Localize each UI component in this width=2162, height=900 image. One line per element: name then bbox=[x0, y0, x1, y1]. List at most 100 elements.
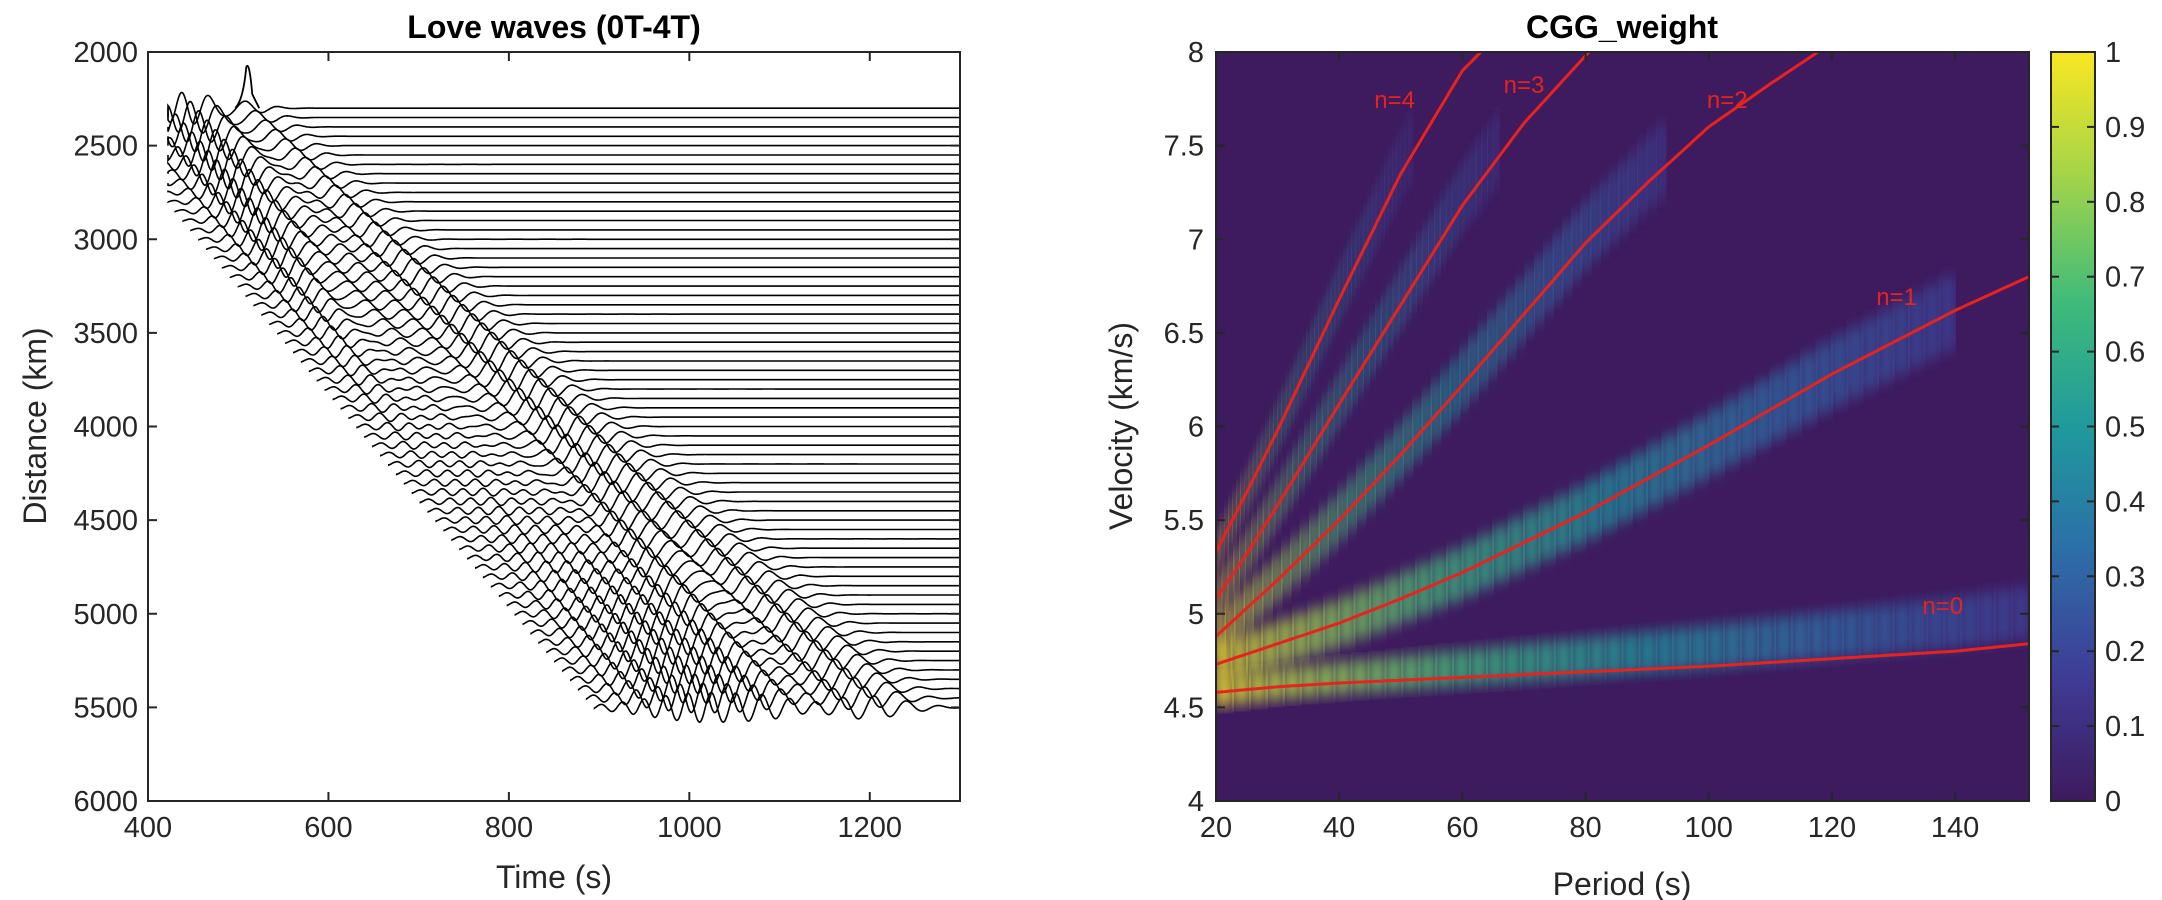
energy-band-segment bbox=[1318, 299, 1323, 368]
energy-band-segment bbox=[1310, 318, 1315, 385]
right-y-tick-label: 8 bbox=[1188, 37, 1204, 69]
energy-band-segment bbox=[1646, 128, 1657, 212]
energy-band-segment bbox=[1825, 610, 1843, 659]
colorbar-tick-label: 0.3 bbox=[2105, 561, 2145, 593]
seismogram-trace bbox=[356, 415, 960, 439]
left-y-tick-label: 2000 bbox=[73, 37, 138, 69]
energy-band-segment bbox=[1554, 639, 1572, 680]
energy-band-segment bbox=[1503, 644, 1521, 683]
left-y-tick-label: 2500 bbox=[73, 131, 138, 163]
energy-band-segment bbox=[1363, 200, 1368, 276]
energy-band-segment bbox=[1428, 210, 1435, 287]
energy-band-segment bbox=[1351, 340, 1358, 408]
colorbar: 0 0.1 0.2 0.3 0.4 0.5 0.6 0.7 0.8 0.9 1 bbox=[2050, 37, 2145, 818]
energy-band-segment bbox=[1330, 271, 1336, 342]
seismogram-trace bbox=[237, 276, 960, 296]
energy-band-segment bbox=[1368, 657, 1386, 693]
energy-band-segment bbox=[1404, 114, 1409, 195]
seismogram-panel: Love waves (0T-4T) 400 600 800 1000 1200 2000… bbox=[17, 9, 961, 895]
energy-band-segment bbox=[1319, 503, 1329, 563]
colorbar-tick-label: 0.6 bbox=[2105, 337, 2145, 369]
colorbar-tick-label: 0.2 bbox=[2105, 636, 2145, 668]
energy-band-segment bbox=[1351, 227, 1356, 300]
right-axes: 20 40 60 80 100 120 140 4 4.5 5 5.5 6 6.5 7 7.5 8 bbox=[1164, 37, 2029, 844]
colorbar-tick-label: 0.4 bbox=[2105, 486, 2145, 518]
energy-band-segment bbox=[1537, 640, 1555, 681]
energy-band-segment bbox=[1335, 262, 1340, 333]
left-x-axis-label: Time (s) bbox=[496, 859, 612, 895]
energy-band-segment bbox=[1298, 432, 1305, 494]
energy-band-segment bbox=[1316, 401, 1323, 465]
colorbar-tick-label: 1 bbox=[2105, 37, 2121, 69]
energy-band-segment bbox=[1294, 355, 1299, 419]
energy-band-segment bbox=[1458, 160, 1464, 240]
energy-band-segment bbox=[1690, 625, 1708, 670]
energy-band-segment bbox=[1628, 147, 1638, 229]
heatmap-energy bbox=[1216, 107, 2029, 707]
seismogram-trace bbox=[411, 480, 960, 504]
energy-band-segment bbox=[1328, 493, 1338, 554]
energy-band-segment bbox=[1402, 654, 1420, 691]
right-x-axis-label: Period (s) bbox=[1553, 866, 1692, 900]
energy-band-segment bbox=[1365, 452, 1376, 515]
energy-band-segment bbox=[1481, 126, 1488, 208]
right-x-tick-label: 140 bbox=[1931, 812, 1979, 844]
energy-band-segment bbox=[1363, 320, 1370, 390]
energy-band-segment bbox=[1343, 244, 1348, 317]
energy-band-segment bbox=[1356, 462, 1366, 525]
colorbar-tick-label: 0.8 bbox=[2105, 187, 2145, 219]
energy-band-segment bbox=[1367, 191, 1373, 267]
energy-band-segment bbox=[1553, 228, 1563, 307]
energy-band-segment bbox=[1995, 588, 2013, 643]
right-y-tick-label: 4.5 bbox=[1164, 692, 1204, 724]
energy-band-segment bbox=[1581, 195, 1591, 275]
energy-band-segment bbox=[1656, 119, 1666, 203]
energy-band-segment bbox=[1384, 155, 1389, 234]
energy-band-segment bbox=[1842, 608, 1860, 658]
mode-curve-n4 bbox=[1216, 52, 1483, 553]
energy-band-segment bbox=[1436, 650, 1454, 688]
energy-band-segment bbox=[1758, 617, 1775, 665]
energy-band-segment bbox=[1588, 635, 1606, 677]
seismogram-trace bbox=[269, 313, 960, 335]
seismogram-trace bbox=[530, 619, 960, 646]
seismogram-trace bbox=[380, 442, 960, 467]
energy-band-segment bbox=[1388, 147, 1393, 226]
energy-band-segment bbox=[1808, 612, 1826, 661]
energy-band-segment bbox=[1266, 668, 1284, 701]
energy-band-segment bbox=[1876, 604, 1894, 655]
seismogram-trace bbox=[245, 285, 960, 306]
energy-band-segment bbox=[1543, 240, 1554, 318]
seismogram-trace bbox=[459, 537, 960, 559]
energy-band-segment bbox=[1487, 308, 1498, 382]
seismogram-trace bbox=[522, 610, 960, 636]
energy-band-segment bbox=[1347, 473, 1357, 535]
seismogram-trace bbox=[167, 158, 960, 190]
energy-band-segment bbox=[1944, 596, 1962, 649]
left-x-tick-label: 1000 bbox=[657, 812, 722, 844]
seismogram-trace bbox=[475, 555, 960, 578]
mode-label-n0: n=0 bbox=[1922, 593, 1963, 620]
seismogram-trace bbox=[593, 691, 960, 724]
left-axes: 400 600 800 1000 1200 2000 2500 3000 3500 4000 450… bbox=[73, 37, 960, 844]
energy-band-segment bbox=[1400, 121, 1405, 202]
energy-band-segment bbox=[1622, 632, 1640, 675]
energy-band-segment bbox=[1380, 164, 1385, 243]
energy-band-segment bbox=[1487, 645, 1504, 685]
energy-band-segment bbox=[1475, 135, 1482, 216]
left-y-tick-label: 3000 bbox=[73, 224, 138, 256]
energy-band-segment bbox=[1774, 616, 1792, 663]
energy-band-segment bbox=[1452, 170, 1459, 249]
left-x-tick-label: 600 bbox=[304, 812, 352, 844]
energy-band-segment bbox=[1392, 138, 1397, 218]
left-x-tick-label: 800 bbox=[485, 812, 533, 844]
energy-band-segment bbox=[1741, 619, 1758, 666]
seismogram-trace bbox=[167, 109, 960, 143]
energy-band-segment bbox=[1314, 309, 1319, 376]
energy-band-segment bbox=[1398, 260, 1405, 334]
energy-band-segment bbox=[1506, 285, 1516, 360]
energy-band-segment bbox=[1369, 310, 1376, 380]
energy-band-segment bbox=[1791, 614, 1809, 662]
energy-band-segment bbox=[1927, 598, 1945, 650]
energy-band-segment bbox=[1468, 331, 1479, 403]
